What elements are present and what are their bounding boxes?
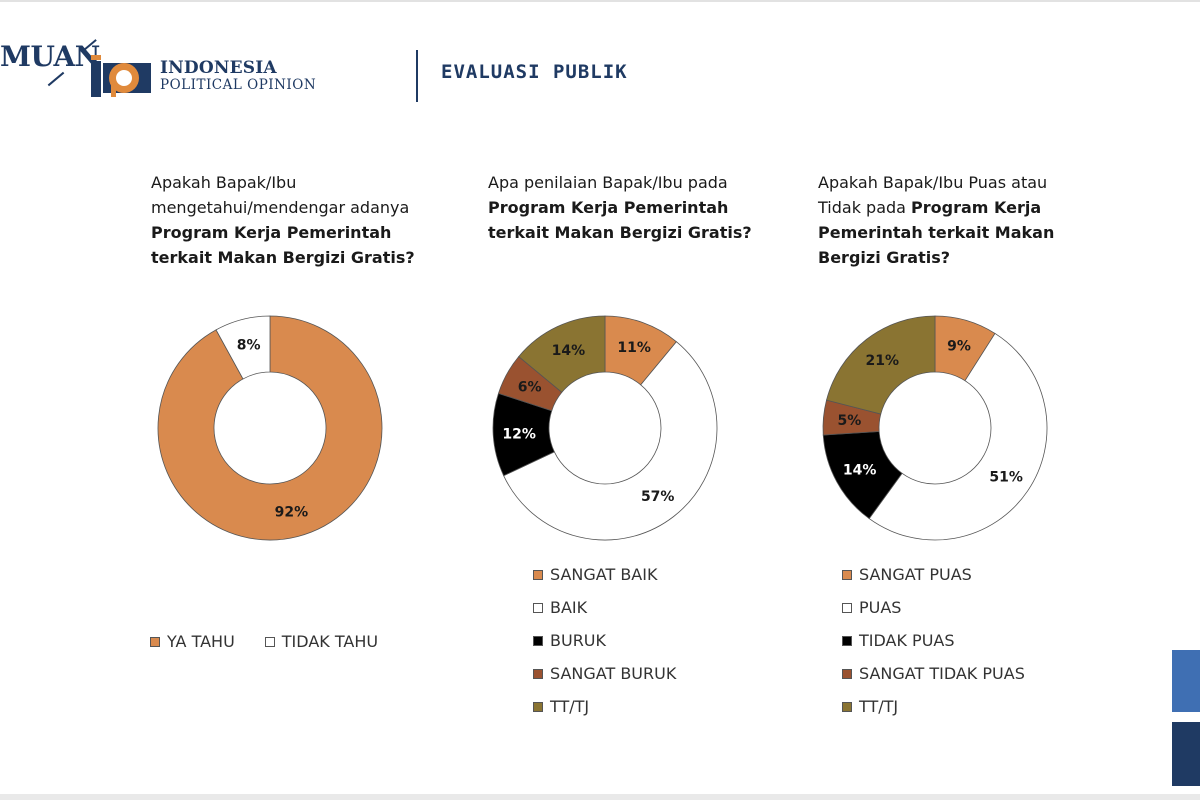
partner-logo-text: MUAN <box>0 40 100 73</box>
chart-3-donut: 9% 51% 14% 5% 21% <box>822 315 1048 541</box>
legend-label: SANGAT BAIK <box>550 565 658 584</box>
legend-label: SANGAT BURUK <box>550 664 677 683</box>
legend-label: PUAS <box>859 598 902 617</box>
chart-3-data-label-sangat-puas: 9% <box>947 338 971 354</box>
chart-3-data-label-puas: 51% <box>989 469 1023 485</box>
ipo-logo-icon <box>91 55 151 97</box>
side-accent-block <box>1172 722 1200 786</box>
bottom-border <box>0 794 1200 800</box>
legend-swatch <box>264 636 275 647</box>
chart-2-legend-item-tt-tj: TT/TJ <box>533 690 676 723</box>
legend-swatch <box>533 569 543 580</box>
chart-1-donut: 92% 8% <box>157 315 383 541</box>
chart-2-question: Apa penilaian Bapak/Ibu pada Program Ker… <box>488 170 758 245</box>
logo-slash-mark <box>47 71 65 87</box>
chart-2-legend-item-sangat-baik: SANGAT BAIK <box>533 558 676 591</box>
chart-3-question-bold: Program Kerja Pemerintah terkait Makan B… <box>818 198 1055 267</box>
chart-3-slice-puas <box>868 332 1048 541</box>
chart-1-legend-item-ya-tahu: YA TAHU <box>150 625 235 658</box>
chart-2-donut: 11% 57% 12% 6% 14% <box>492 315 718 541</box>
chart-1-data-label-ya-tahu: 92% <box>275 504 309 520</box>
chart-2-data-label-buruk: 12% <box>502 426 536 442</box>
legend-label: TT/TJ <box>550 697 590 716</box>
legend-swatch <box>533 668 543 679</box>
legend-swatch <box>842 635 852 646</box>
side-accent-block <box>1172 650 1200 712</box>
legend-label: BAIK <box>550 598 588 617</box>
chart-2-legend-item-sangat-buruk: SANGAT BURUK <box>533 657 676 690</box>
chart-2-data-label-tt-tj: 14% <box>552 343 586 359</box>
legend-label: BURUK <box>550 631 607 650</box>
chart-2-legend-item-buruk: BURUK <box>533 624 676 657</box>
legend-label: TT/TJ <box>859 697 899 716</box>
logo-subtitle: POLITICAL OPINION <box>160 77 317 93</box>
chart-3-slice-tt-tj <box>826 315 936 415</box>
chart-1-slice-tidak-tahu <box>215 315 271 380</box>
legend-swatch <box>842 569 852 580</box>
legend-swatch <box>842 701 852 712</box>
legend-label: YA TAHU <box>167 632 235 651</box>
legend-swatch <box>842 602 852 613</box>
top-border <box>0 0 1200 2</box>
chart-3-legend-item-puas: PUAS <box>842 591 1025 624</box>
chart-2-data-label-sangat-buruk: 6% <box>518 380 542 396</box>
legend-swatch <box>842 668 852 679</box>
page-title: EVALUASI PUBLIK <box>441 61 628 83</box>
chart-2-data-label-sangat-baik: 11% <box>617 340 651 356</box>
legend-label: TIDAK TAHU <box>281 632 379 651</box>
chart-1-question-bold: Program Kerja Pemerintah terkait Makan B… <box>151 223 415 267</box>
chart-1-data-label-tidak-tahu: 8% <box>237 338 261 354</box>
logo-name: INDONESIA <box>160 58 277 78</box>
chart-3-legend-item-sangat-puas: SANGAT PUAS <box>842 558 1025 591</box>
legend-swatch <box>533 602 543 613</box>
chart-3-data-label-tt-tj: 21% <box>866 353 900 369</box>
chart-2-data-label-baik: 57% <box>641 489 675 505</box>
chart-2-legend-item-baik: BAIK <box>533 591 676 624</box>
legend-label: SANGAT TIDAK PUAS <box>859 664 1025 683</box>
legend-swatch <box>150 636 160 647</box>
chart-1-question: Apakah Bapak/Ibu mengetahui/mendengar ad… <box>151 170 436 270</box>
legend-label: SANGAT PUAS <box>859 565 972 584</box>
chart-1-legend: YA TAHU TIDAK TAHU <box>150 625 378 658</box>
chart-3-legend-item-sangat-tidak-puas: SANGAT TIDAK PUAS <box>842 657 1025 690</box>
chart-1-question-text: Apakah Bapak/Ibu mengetahui/mendengar ad… <box>151 173 410 217</box>
legend-swatch <box>533 701 543 712</box>
chart-3-legend-item-tidak-puas: TIDAK PUAS <box>842 624 1025 657</box>
chart-3-legend-item-tt-tj: TT/TJ <box>842 690 1025 723</box>
header-divider <box>416 50 418 102</box>
chart-1-legend-item-tidak-tahu: TIDAK TAHU <box>264 625 379 658</box>
chart-2-question-text: Apa penilaian Bapak/Ibu pada <box>488 173 728 192</box>
chart-3-legend: SANGAT PUAS PUAS TIDAK PUAS SANGAT TIDAK PU… <box>842 558 1025 723</box>
legend-swatch <box>533 635 543 646</box>
chart-3-question: Apakah Bapak/Ibu Puas atau Tidak pada Pr… <box>818 170 1088 270</box>
chart-2-slice-tt-tj <box>518 315 606 393</box>
chart-2-slice-baik <box>503 341 718 541</box>
chart-1-slice-ya-tahu <box>157 315 383 541</box>
chart-2-question-bold: Program Kerja Pemerintah terkait Makan B… <box>488 198 752 242</box>
chart-3-data-label-sangat-tidak-puas: 5% <box>837 413 861 429</box>
chart-2-legend: SANGAT BAIK BAIK BURUK SANGAT BURUK TT/TJ <box>533 558 676 723</box>
legend-label: TIDAK PUAS <box>859 631 955 650</box>
chart-3-question-text: Apakah Bapak/Ibu Puas atau Tidak pada <box>818 173 1048 217</box>
chart-3-data-label-tidak-puas: 14% <box>843 462 877 478</box>
